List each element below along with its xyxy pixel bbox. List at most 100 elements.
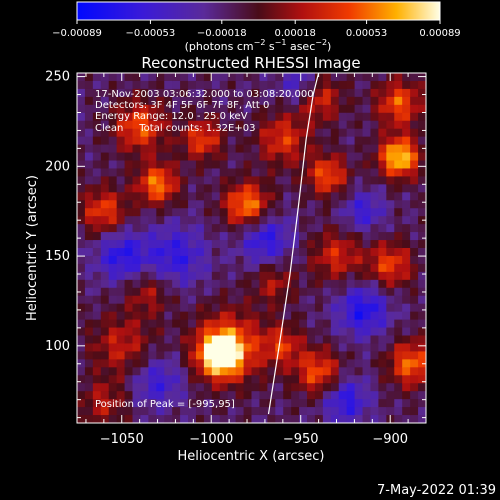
heatmap-cell xyxy=(259,176,268,185)
heatmap-cell xyxy=(92,399,102,408)
heatmap-cell xyxy=(140,327,149,337)
heatmap-cell xyxy=(100,255,110,265)
heatmap-cell xyxy=(354,168,364,177)
heatmap-cell xyxy=(338,407,348,416)
heatmap-cell xyxy=(314,351,324,360)
heatmap-cell xyxy=(140,415,149,423)
heatmap-cell xyxy=(156,255,165,265)
heatmap-cell xyxy=(370,255,380,265)
heatmap-cell xyxy=(291,383,300,392)
heatmap-cell xyxy=(410,160,419,170)
heatmap-cell xyxy=(362,136,372,146)
heatmap-cell xyxy=(180,415,189,423)
heatmap-cell xyxy=(148,200,157,209)
heatmap-cell xyxy=(283,399,292,408)
heatmap-cell xyxy=(283,96,292,106)
heatmap-cell xyxy=(275,383,284,392)
colorbar xyxy=(76,1,441,21)
heatmap-cell xyxy=(211,216,221,225)
heatmap-cell xyxy=(314,240,324,249)
heatmap-cell xyxy=(370,327,380,337)
heatmap-cell xyxy=(307,224,316,233)
heatmap-cell xyxy=(362,216,372,225)
heatmap-cell xyxy=(124,184,134,193)
heatmap-cell xyxy=(116,73,126,82)
heatmap-cell xyxy=(338,248,348,257)
heatmap-cell xyxy=(77,255,86,265)
heatmap-cell xyxy=(307,216,316,225)
heatmap-cell xyxy=(370,240,380,249)
heatmap-cell xyxy=(227,367,237,376)
heatmap-cell xyxy=(77,303,86,313)
heatmap-cell xyxy=(330,375,340,384)
heatmap-cell xyxy=(267,80,276,90)
heatmap-cell xyxy=(322,271,332,281)
heatmap-cell xyxy=(362,248,372,257)
heatmap-cell xyxy=(195,80,205,90)
heatmap-cell xyxy=(180,104,189,114)
heatmap-cell xyxy=(418,263,426,273)
heatmap-cell xyxy=(291,216,300,225)
heatmap-cell xyxy=(77,335,86,345)
heatmap-cell xyxy=(156,351,165,360)
heatmap-cell xyxy=(394,303,403,313)
heatmap-cell xyxy=(243,160,253,170)
heatmap-cell xyxy=(227,136,237,146)
heatmap-cell xyxy=(346,359,356,368)
heatmap-cell xyxy=(227,152,237,162)
heatmap-cell xyxy=(108,176,118,185)
heatmap-cell xyxy=(180,200,189,209)
heatmap-cell xyxy=(402,343,411,352)
heatmap-cell xyxy=(140,144,149,154)
heatmap-cell xyxy=(330,319,340,329)
heatmap-cell xyxy=(124,295,134,305)
heatmap-cell xyxy=(378,216,387,225)
heatmap-cell xyxy=(148,351,157,360)
heatmap-cell xyxy=(124,415,134,423)
heatmap-cell xyxy=(77,367,86,376)
heatmap-cell xyxy=(267,96,276,106)
heatmap-cell xyxy=(108,232,118,241)
heatmap-cell xyxy=(108,343,118,352)
heatmap-cell xyxy=(116,343,126,352)
heatmap-cell xyxy=(203,112,213,122)
heatmap-cell xyxy=(116,160,126,170)
heatmap-cell xyxy=(330,232,340,241)
heatmap-cell xyxy=(251,144,261,154)
heatmap-cell xyxy=(259,295,268,305)
heatmap-cell xyxy=(211,73,221,82)
heatmap-cell xyxy=(410,391,419,400)
heatmap-cell xyxy=(402,168,411,177)
heatmap-cell xyxy=(219,287,229,297)
heatmap-cell xyxy=(275,144,284,154)
heatmap-cell xyxy=(211,200,221,209)
heatmap-cell xyxy=(124,335,134,345)
heatmap-cell xyxy=(140,73,149,82)
heatmap-cell xyxy=(195,399,205,408)
heatmap-cell xyxy=(195,73,205,82)
heatmap-cell xyxy=(124,359,134,368)
heatmap-cell xyxy=(156,176,165,185)
heatmap-cell xyxy=(314,287,324,297)
heatmap-cell xyxy=(346,200,356,209)
heatmap-cell xyxy=(116,80,126,90)
heatmap-cell xyxy=(77,120,86,130)
heatmap-cell xyxy=(108,383,118,392)
heatmap-cell xyxy=(370,200,380,209)
heatmap-cell xyxy=(211,88,221,98)
heatmap-cell xyxy=(132,184,142,193)
heatmap-cell xyxy=(370,248,380,257)
heatmap-cell xyxy=(100,248,110,257)
heatmap-cell xyxy=(124,200,134,209)
heatmap-cell xyxy=(243,391,253,400)
heatmap-cell xyxy=(370,359,380,368)
heatmap-cell xyxy=(251,407,261,416)
heatmap-cell xyxy=(124,391,134,400)
heatmap-cell xyxy=(156,343,165,352)
heatmap-cell xyxy=(203,263,213,273)
heatmap-cell xyxy=(100,319,110,329)
heatmap-cell xyxy=(203,303,213,313)
heatmap-cell xyxy=(386,271,395,281)
heatmap-cell xyxy=(148,88,157,98)
heatmap-cell xyxy=(227,80,237,90)
